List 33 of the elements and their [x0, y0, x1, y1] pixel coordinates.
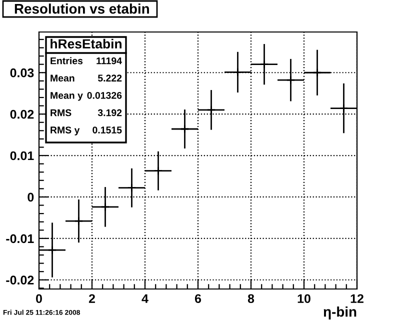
- point: [100, 202, 110, 212]
- text: RMS y 0.1515: [50, 126, 122, 136]
- point: [312, 68, 322, 78]
- point: [206, 105, 216, 114]
- x-tick-label: 4: [142, 294, 148, 303]
- point: [260, 60, 269, 69]
- point: [286, 76, 296, 85]
- x-tick-label: 8: [248, 294, 254, 304]
- y-tick-label: 0.02: [10, 110, 34, 119]
- point: [233, 68, 242, 77]
- x-tick-label: 10: [298, 294, 310, 304]
- x-tick-label: 6: [194, 294, 202, 304]
- y-tick-label: -0.01: [6, 234, 34, 244]
- annotation: hResEtabin: [50, 38, 122, 49]
- point: [48, 246, 57, 255]
- text: Mean 5.222: [50, 74, 122, 82]
- text: RMS 3.192: [50, 109, 122, 116]
- x-tick-label: 0: [36, 294, 42, 304]
- x-tick-label: 12: [350, 294, 364, 303]
- point: [74, 216, 84, 226]
- point: [154, 166, 163, 176]
- point: [339, 104, 348, 113]
- annotation: Mean y 0.01326: [50, 92, 122, 101]
- chart-title: Resolution vs etabin: [14, 4, 149, 14]
- y-tick-label: 0.03: [10, 68, 34, 78]
- point: [127, 183, 136, 192]
- x-tick-label: 2: [88, 294, 95, 303]
- point: [180, 124, 190, 134]
- y-tick-label: -0.02: [6, 276, 34, 285]
- y-tick-label: 0: [28, 192, 34, 202]
- x-axis-title: η-bin: [324, 306, 356, 320]
- text: Entries 11194: [50, 57, 122, 64]
- y-tick-label: 0.01: [10, 151, 34, 160]
